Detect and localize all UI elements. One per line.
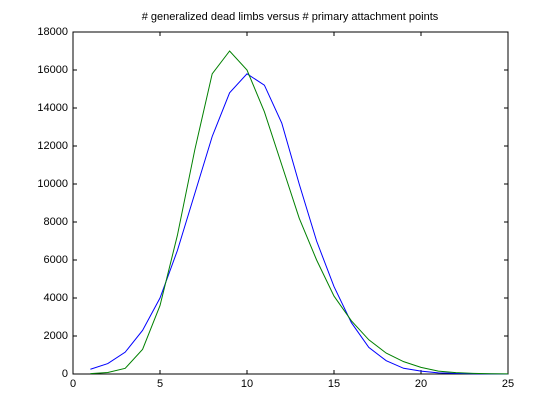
- chart-title: # generalized dead limbs versus # primar…: [142, 11, 439, 23]
- plot-box: [72, 31, 509, 375]
- x-tick-label: 10: [241, 378, 253, 390]
- x-tick-label: 20: [415, 378, 427, 390]
- y-tick-label: 2000: [44, 330, 68, 342]
- x-tick-label: 5: [157, 378, 163, 390]
- y-tick-label: 0: [62, 368, 68, 380]
- y-tick-label: 10000: [37, 178, 68, 190]
- x-tick-label: 0: [70, 378, 76, 390]
- y-tick-label: 4000: [44, 292, 68, 304]
- y-tick-label: 8000: [44, 216, 68, 228]
- y-tick-label: 18000: [37, 26, 68, 38]
- y-tick-label: 12000: [37, 140, 68, 152]
- y-tick-label: 6000: [44, 254, 68, 266]
- series-line: [90, 73, 509, 375]
- y-tick-label: 16000: [37, 64, 68, 76]
- y-tick-label: 14000: [37, 102, 68, 114]
- series-line: [90, 50, 509, 375]
- x-tick-label: 25: [502, 378, 514, 390]
- x-tick-label: 15: [328, 378, 340, 390]
